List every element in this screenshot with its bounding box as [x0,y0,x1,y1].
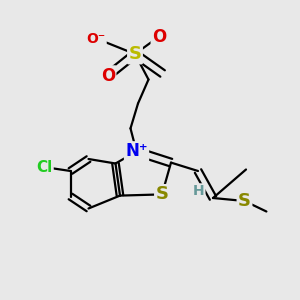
Text: O: O [152,28,166,46]
Text: H: H [193,184,204,198]
Text: O: O [101,67,115,85]
Text: S: S [128,45,142,63]
Text: S: S [238,192,251,210]
Text: S: S [155,185,169,203]
Text: N⁺: N⁺ [125,142,148,160]
Text: Cl: Cl [36,160,52,175]
Text: O⁻: O⁻ [86,32,106,46]
